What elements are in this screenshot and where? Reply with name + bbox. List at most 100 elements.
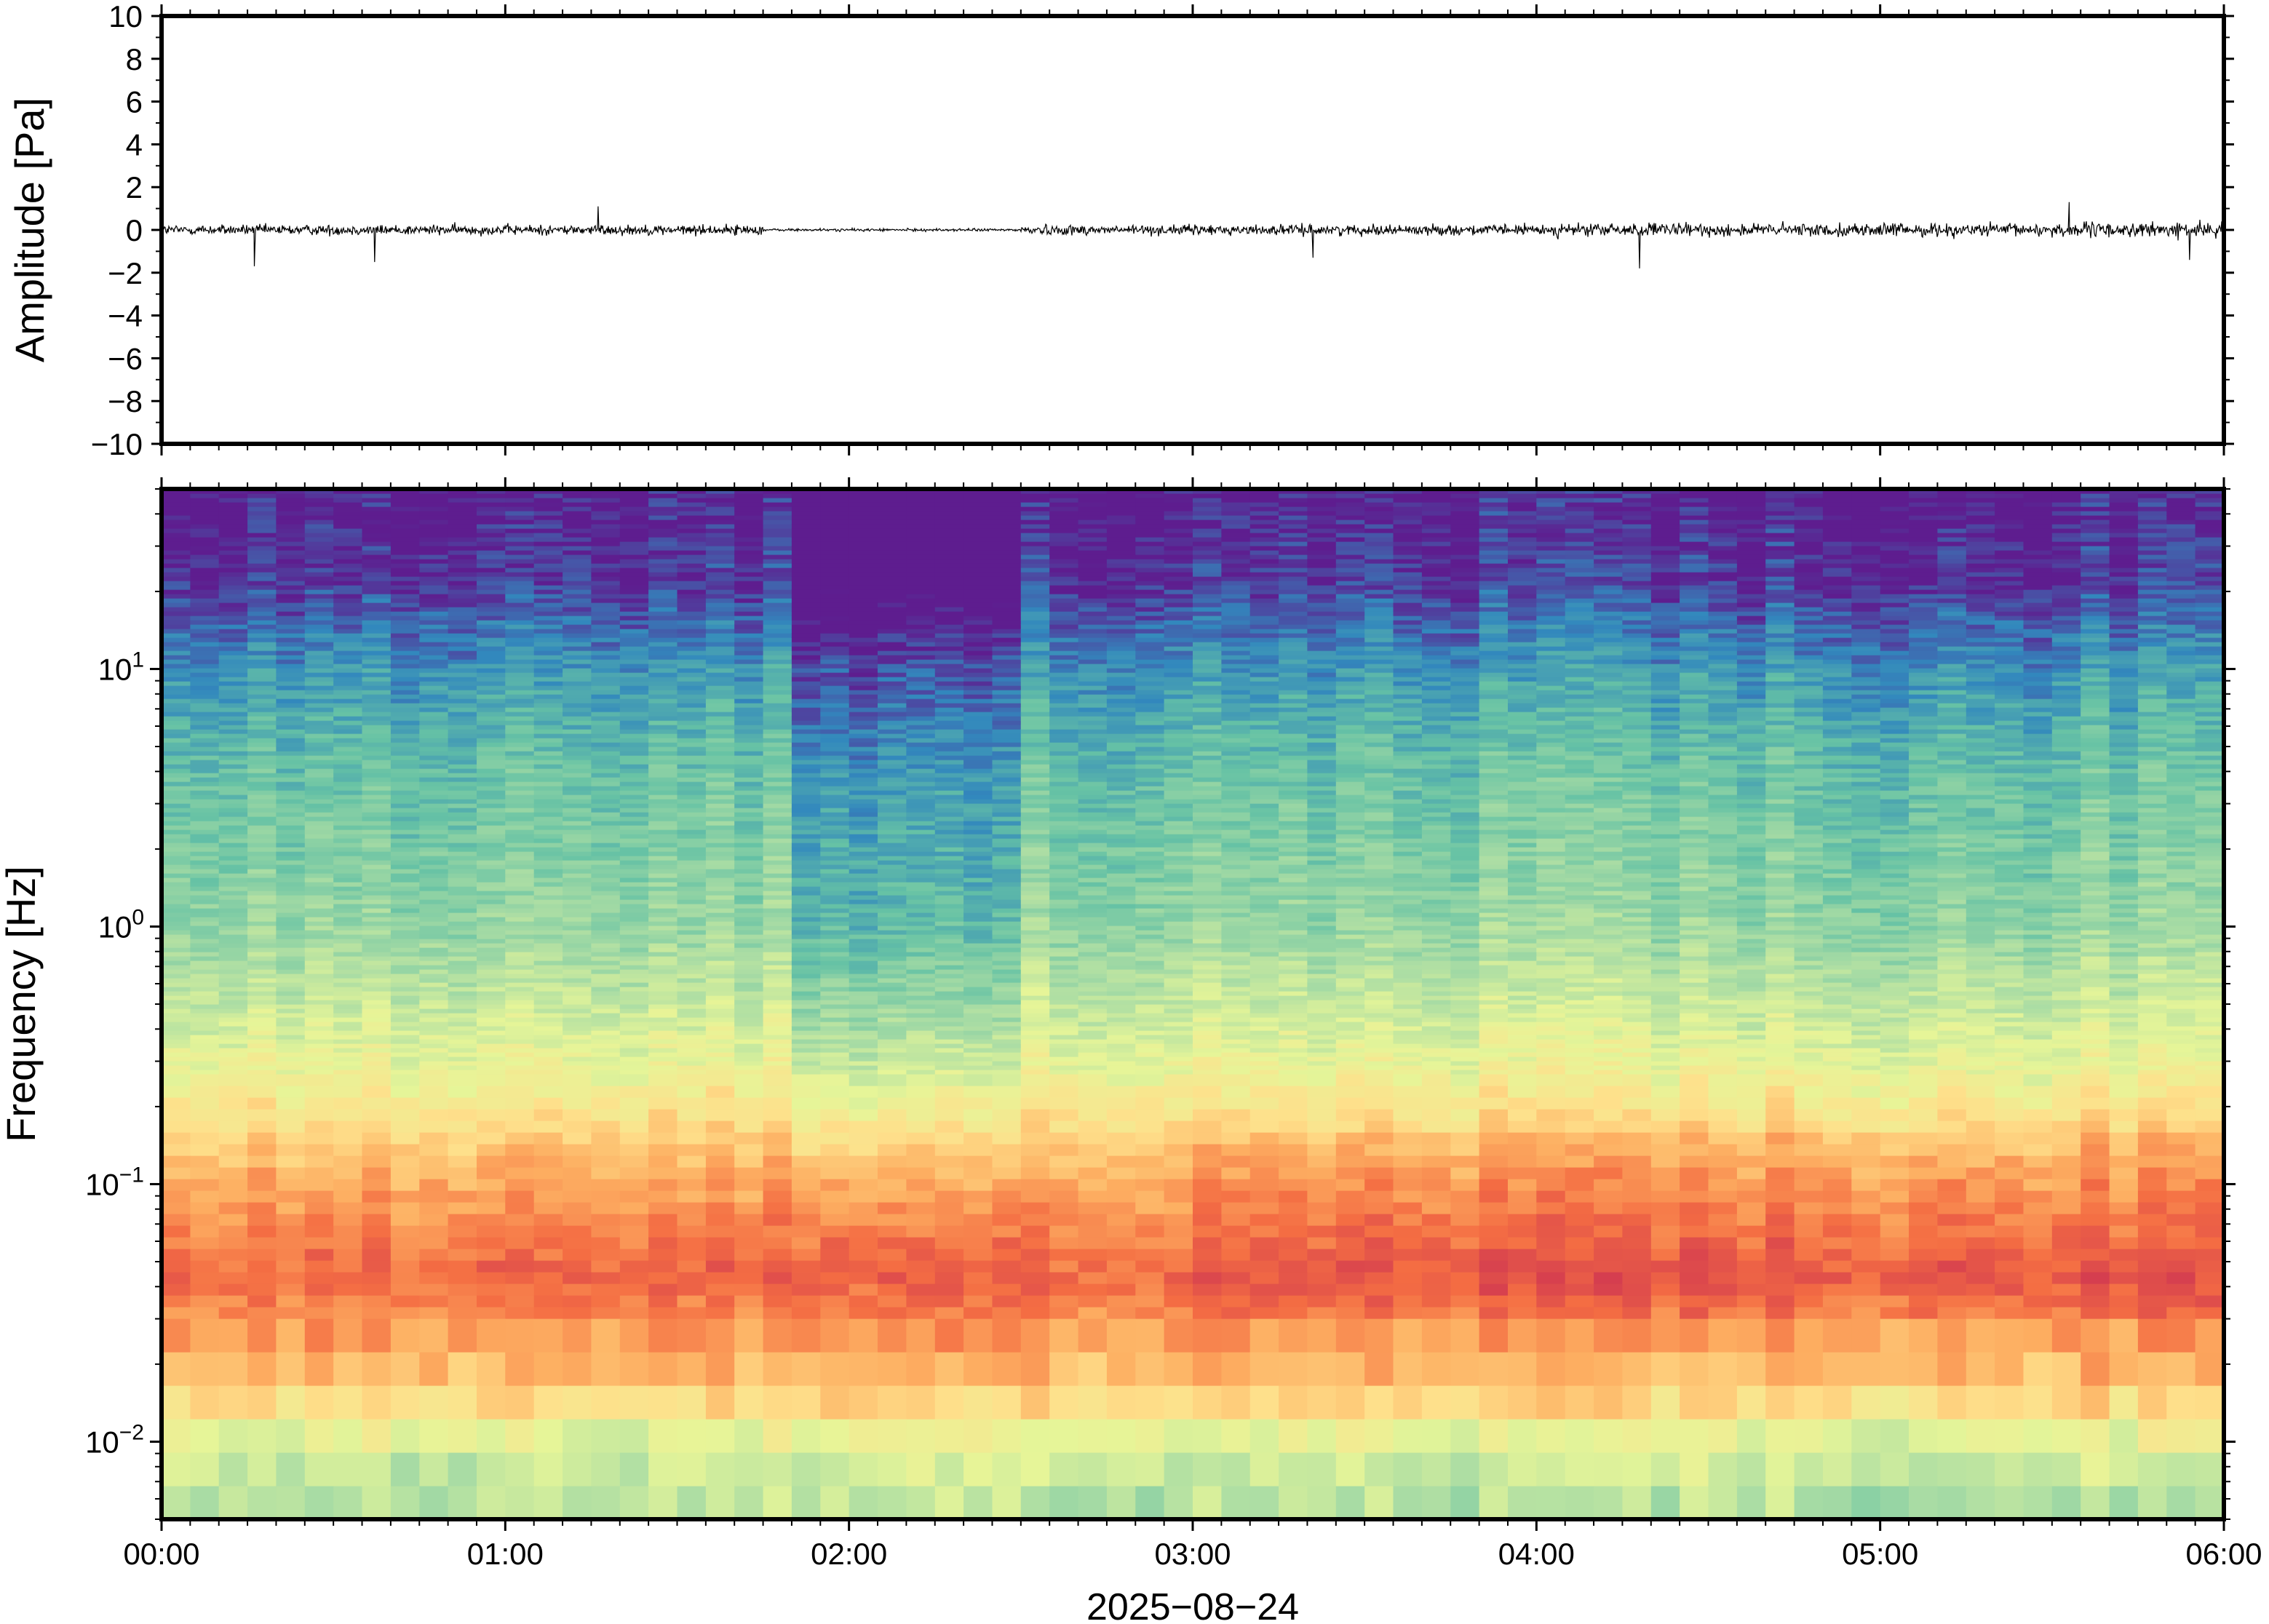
spectrogram-cell <box>763 882 792 887</box>
spectrogram-cell <box>419 515 449 520</box>
spectrogram-cell <box>563 502 592 507</box>
spectrogram-cell <box>505 860 535 865</box>
spectrogram-cell <box>878 607 907 612</box>
spectrogram-cell <box>304 1167 334 1179</box>
spectrogram-cell <box>533 1249 563 1261</box>
spectrogram-cell <box>648 664 678 669</box>
spectrogram-cell <box>734 1452 764 1486</box>
spectrogram-cell <box>333 1043 363 1048</box>
spectrogram-cell <box>705 956 735 961</box>
spectrogram-cell <box>563 956 592 961</box>
spectrogram-cell <box>247 781 277 787</box>
spectrogram-cell <box>505 515 535 520</box>
spectrogram-cell <box>563 921 592 926</box>
spectrogram-cell <box>849 568 878 573</box>
spectrogram-cell <box>992 891 1022 896</box>
spectrogram-cell <box>276 851 306 856</box>
spectrogram-cell <box>162 607 191 612</box>
spectrogram-cell <box>362 1452 392 1486</box>
spectrogram-cell <box>304 790 334 795</box>
spectrogram-cell <box>333 908 363 913</box>
spectrogram-cell <box>162 546 191 551</box>
spectrogram-cell <box>705 576 735 581</box>
spectrogram-cell <box>505 629 535 634</box>
spectrogram-cell <box>218 1000 248 1005</box>
spectrogram-cell <box>190 873 220 878</box>
spectrogram-cell <box>533 1030 563 1035</box>
spectrogram-cell <box>992 760 1022 765</box>
spectrogram-cell <box>763 1318 792 1353</box>
spectrogram-cell <box>619 559 649 564</box>
spectrogram-cell <box>820 738 850 743</box>
spectrogram-cell <box>162 829 191 835</box>
spectrogram-cell <box>162 1283 191 1296</box>
spectrogram-cell <box>619 576 649 581</box>
spectrogram-cell <box>820 1008 850 1014</box>
spectrogram-cell <box>162 1272 191 1284</box>
spectrogram-cell <box>763 650 792 656</box>
spectrogram-cell <box>333 1035 363 1040</box>
spectrogram-cell <box>849 1121 878 1133</box>
spectrogram-cell <box>619 520 649 525</box>
spectrogram-cell <box>820 1155 850 1168</box>
spectrogram-cell <box>763 681 792 686</box>
spectrogram-cell <box>992 681 1022 686</box>
spectrogram-cell <box>304 550 334 555</box>
spectrogram-cell <box>304 677 334 682</box>
spectrogram-cell <box>906 611 936 616</box>
spectrogram-cell <box>734 781 764 787</box>
spectrogram-cell <box>505 965 535 970</box>
spectrogram-cell <box>878 960 907 966</box>
spectrogram-cell <box>849 589 878 594</box>
spectrogram-cell <box>276 646 306 651</box>
spectrogram-cell <box>705 1022 735 1027</box>
spectrogram-cell <box>533 1486 563 1520</box>
spectrogram-cell <box>963 1307 993 1319</box>
spectrogram-cell <box>619 1056 649 1062</box>
spectrogram-cell <box>934 725 964 730</box>
spectrogram-cell <box>619 620 649 625</box>
spectrogram-cell <box>992 742 1022 747</box>
spectrogram-cell <box>763 554 792 560</box>
spectrogram-cell <box>276 816 306 821</box>
spectrogram-cell <box>563 664 592 669</box>
spectrogram-cell <box>619 524 649 529</box>
spectrogram-cell <box>906 624 936 629</box>
spectrogram-cell <box>190 1385 220 1420</box>
spectrogram-cell <box>878 524 907 529</box>
spectrogram-cell <box>677 834 707 839</box>
spectrogram-cell <box>247 790 277 795</box>
spectrogram-cell <box>477 1318 506 1353</box>
spectrogram-cell <box>963 934 993 939</box>
spectrogram-cell <box>934 790 964 795</box>
spectrogram-cell <box>362 694 392 699</box>
spectrogram-cell <box>419 812 449 817</box>
spectrogram-cell <box>533 685 563 690</box>
spectrogram-cell <box>390 742 420 747</box>
spectrogram-cell <box>419 611 449 616</box>
spectrogram-cell <box>791 816 821 821</box>
spectrogram-cell <box>362 712 392 717</box>
spectrogram-cell <box>591 537 621 542</box>
spectrogram-cell <box>448 899 477 904</box>
spectrogram-cell <box>247 926 277 931</box>
spectrogram-cell <box>563 1121 592 1133</box>
spectrogram-cell <box>677 982 707 987</box>
spectrogram-cell <box>934 974 964 979</box>
spectrogram-cell <box>992 943 1022 948</box>
spectrogram-cell <box>648 1017 678 1022</box>
spectrogram-cell <box>763 747 792 752</box>
spectrogram-cell <box>247 598 277 603</box>
spectrogram-cell <box>734 668 764 673</box>
spectrogram-cell <box>734 995 764 1000</box>
spectrogram-cell <box>763 864 792 869</box>
spectrogram-cell <box>218 546 248 551</box>
spectrogram-cell <box>533 1061 563 1066</box>
spectrogram-cell <box>906 965 936 970</box>
spectrogram-cell <box>390 799 420 804</box>
spectrogram-cell <box>763 974 792 979</box>
spectrogram-cell <box>878 707 907 712</box>
spectrogram-cell <box>963 768 993 773</box>
spectrogram-cell <box>477 563 506 568</box>
spectrogram-cell <box>677 1065 707 1070</box>
